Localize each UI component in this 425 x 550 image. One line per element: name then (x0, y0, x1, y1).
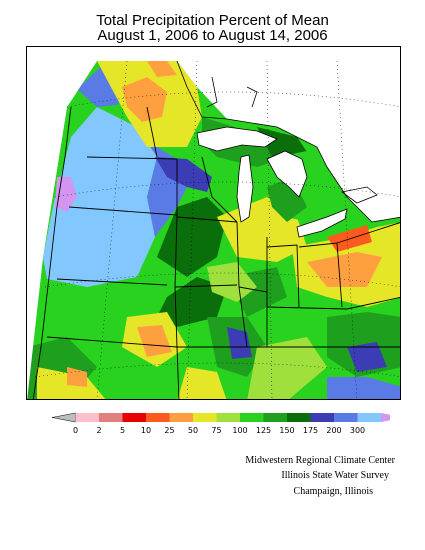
legend-bin (240, 413, 264, 422)
legend-bin (334, 413, 358, 422)
legend-tick-label: 75 (211, 426, 221, 435)
legend-tick-label: 150 (279, 426, 294, 435)
legend-tick-label: 300 (350, 426, 365, 435)
legend-bin (357, 413, 381, 422)
legend-bin (310, 413, 334, 422)
map-title: Total Precipitation Percent of Mean (96, 12, 329, 29)
color-legend: 0 2 5 10 25 50 75 100 125 150 175 200 300 (40, 411, 390, 439)
legend-bin (216, 413, 240, 422)
legend-bin (381, 413, 390, 422)
legend-tick-label: 100 (232, 426, 247, 435)
graticule (34, 60, 400, 399)
legend-bin (263, 413, 287, 422)
legend-tick-label: 175 (303, 426, 318, 435)
credit-location: Champaign, Illinois (293, 486, 373, 497)
legend-tick-label: 200 (326, 426, 341, 435)
legend-bin (75, 413, 99, 422)
legend-bin (122, 413, 146, 422)
great-lakes (196, 126, 378, 238)
legend-tick-label: 25 (164, 426, 174, 435)
state-boundaries (32, 106, 400, 399)
legend-bin (146, 413, 170, 422)
legend-tick-label: 10 (141, 426, 151, 435)
legend-bin (51, 412, 76, 423)
legend-tick-label: 125 (256, 426, 271, 435)
legend-bin (169, 413, 193, 422)
legend-tick-label: 50 (188, 426, 198, 435)
credit-org: Midwestern Regional Climate Center (245, 455, 395, 466)
legend-tick-label: 5 (120, 426, 125, 435)
legend-bin (193, 413, 217, 422)
map-date-range: August 1, 2006 to August 14, 2006 (97, 27, 328, 44)
canada-outline (176, 60, 400, 223)
legend-bin (99, 413, 123, 422)
legend-bin (287, 413, 311, 422)
credit-survey: Illinois State Water Survey (281, 470, 389, 481)
legend-tick-label: 0 (73, 426, 78, 435)
legend-tick-label: 2 (96, 426, 101, 435)
precipitation-map (26, 46, 401, 400)
